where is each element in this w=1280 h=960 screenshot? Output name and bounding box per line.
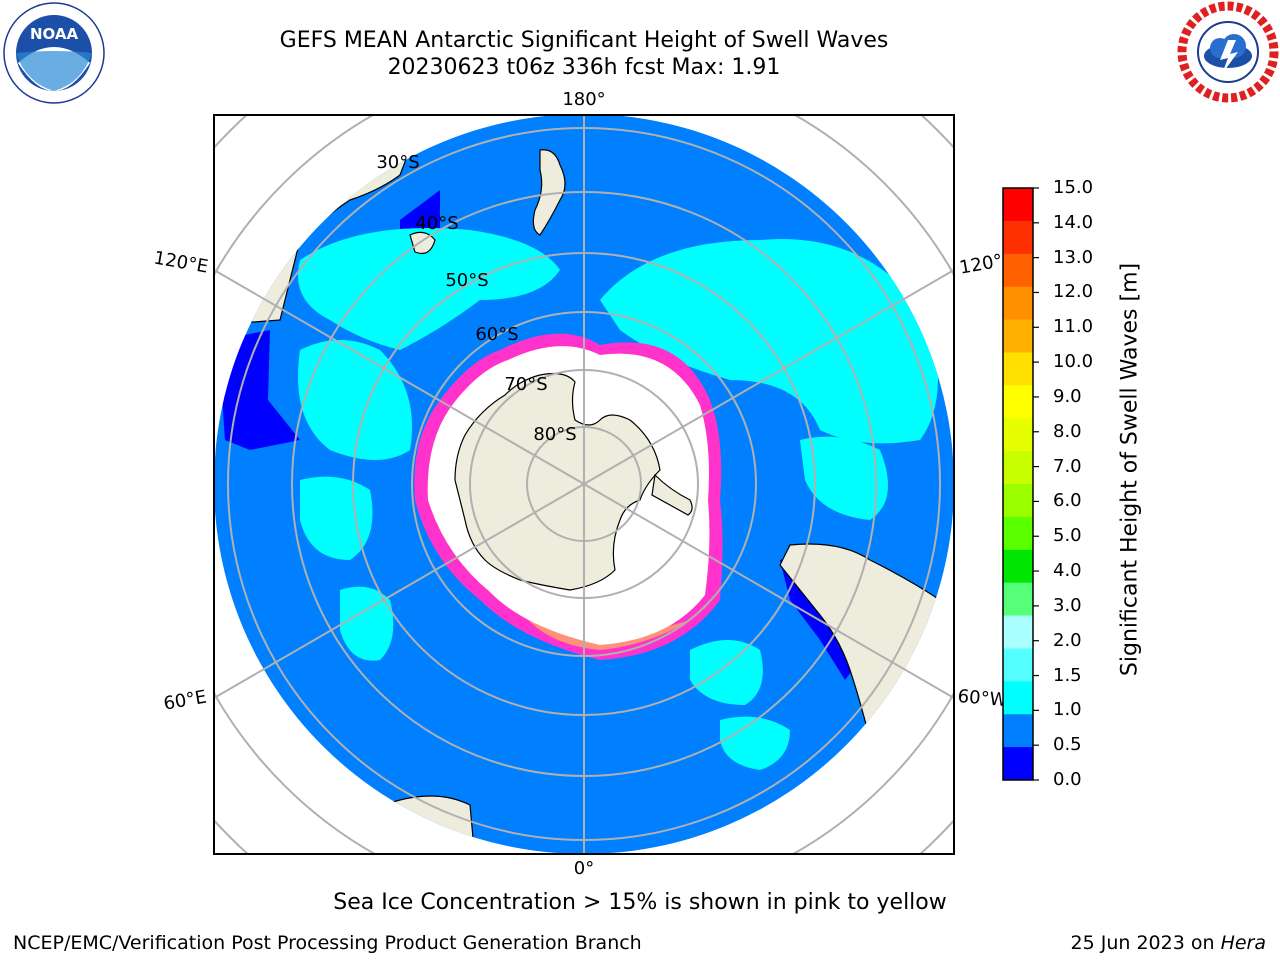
colorbar-segment <box>1003 516 1033 551</box>
colorbar-segment <box>1003 451 1033 485</box>
colorbar-segment <box>1003 747 1033 781</box>
colorbar-tick-label: 10.0 <box>1053 351 1094 373</box>
colorbar-tick-label: 6.0 <box>1053 490 1082 512</box>
colorbar-segment <box>1003 418 1033 452</box>
map-subtitle: 20230623 t06z 336h fcst Max: 1.91 <box>387 55 781 80</box>
colorbar-tick-label: 7.0 <box>1053 455 1082 477</box>
noaa-logo-text: NOAA <box>30 25 79 43</box>
colorbar-tick-label: 5.0 <box>1053 525 1082 547</box>
colorbar-tick-label: 12.0 <box>1053 281 1094 303</box>
lat-label-50s: 50°S <box>445 270 488 291</box>
map-frame <box>213 114 955 855</box>
colorbar-tick-label: 3.0 <box>1053 594 1082 616</box>
colorbar-tick-label: 11.0 <box>1053 316 1094 338</box>
nws-logo <box>1177 1 1279 103</box>
colorbar-segment <box>1003 648 1033 682</box>
lon-label-60e: 60°E <box>162 686 208 714</box>
low-swell-region-west <box>218 330 300 450</box>
lon-label-180: 180° <box>562 89 605 110</box>
colorbar-segment <box>1003 681 1033 715</box>
colorbar-tick-label: 4.0 <box>1053 560 1082 582</box>
colorbar-segment <box>1003 615 1033 649</box>
colorbar-segment <box>1003 714 1033 748</box>
colorbar-tick-label: 2.0 <box>1053 629 1082 651</box>
lat-label-60s: 60°S <box>475 324 518 345</box>
colorbar-tick-label: 0.5 <box>1053 734 1082 756</box>
footer-date: 25 Jun 2023 on Hera <box>1071 932 1266 954</box>
sea-ice-note: Sea Ice Concentration > 15% is shown in … <box>333 890 947 915</box>
lat-label-40s: 40°S <box>415 213 458 234</box>
colorbar-segment <box>1003 385 1033 419</box>
map-title: GEFS MEAN Antarctic Significant Height o… <box>279 28 889 53</box>
colorbar-tick-label: 0.0 <box>1053 769 1082 790</box>
new-zealand-landmass <box>532 149 566 236</box>
colorbar-tick-label: 9.0 <box>1053 385 1082 407</box>
lon-label-120w: 120° <box>958 250 1004 278</box>
sea-ice-high-concentration <box>520 610 690 650</box>
lon-label-60w: 60°W <box>957 686 1009 711</box>
colorbar-segment <box>1003 286 1033 321</box>
footer-producer: NCEP/EMC/Verification Post Processing Pr… <box>13 932 642 954</box>
colorbar-segment <box>1003 220 1033 255</box>
colorbar-tick-label: 1.5 <box>1053 664 1082 686</box>
colorbar-tick-label: 1.0 <box>1053 699 1082 721</box>
lat-label-70s: 70°S <box>504 374 547 395</box>
colorbar-tick-label: 15.0 <box>1053 177 1094 198</box>
noaa-logo: NOAA <box>3 2 105 104</box>
colorbar-segment <box>1003 484 1033 518</box>
colorbar-frame <box>1002 187 1034 781</box>
colorbar-segment <box>1003 582 1033 617</box>
colorbar-label: Significant Height of Swell Waves [m] <box>1117 262 1143 677</box>
colorbar-segment <box>1003 549 1033 584</box>
lat-label-80s: 80°S <box>533 424 576 445</box>
footer-host: Hera <box>1220 932 1266 954</box>
colorbar-segment <box>1003 352 1033 386</box>
colorbar-segment <box>1003 188 1033 222</box>
lon-label-120e: 120°E <box>152 247 210 277</box>
colorbar-segment <box>1003 253 1033 288</box>
colorbar <box>1003 187 1039 781</box>
colorbar-tick-label: 14.0 <box>1053 211 1094 233</box>
colorbar-tick-label: 13.0 <box>1053 246 1094 268</box>
lat-label-30s: 30°S <box>376 152 419 173</box>
antarctic-peninsula <box>651 473 693 516</box>
graticule <box>214 115 954 854</box>
colorbar-segment <box>1003 319 1033 353</box>
colorbar-tick-label: 8.0 <box>1053 420 1082 442</box>
footer-date-text: 25 Jun 2023 on <box>1070 932 1221 954</box>
lon-label-0: 0° <box>574 858 594 879</box>
